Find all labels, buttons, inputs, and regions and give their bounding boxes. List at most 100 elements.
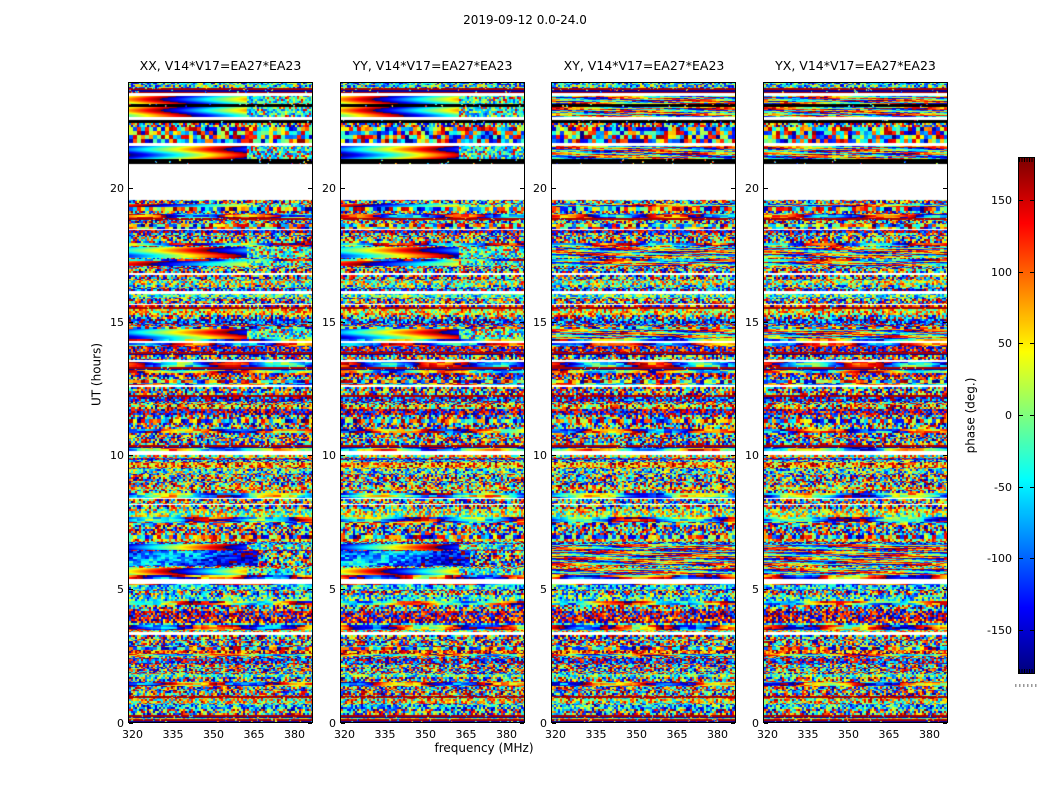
x-tick-label: 350	[203, 728, 224, 741]
y-tick-mark	[520, 188, 524, 190]
colorbar-tick-mark	[1019, 200, 1023, 202]
y-tick-mark	[943, 455, 947, 457]
x-tick-label: 335	[162, 728, 184, 741]
y-tick-mark	[731, 188, 735, 190]
y-tick-mark	[552, 188, 556, 190]
y-tick-mark	[308, 188, 312, 190]
colorbar-underflow-dots	[1015, 684, 1039, 687]
y-tick-mark	[520, 455, 524, 457]
colorbar-end-hatch-bottom	[1019, 669, 1034, 673]
y-tick-label: 20	[745, 182, 759, 196]
y-tick-mark	[129, 455, 133, 457]
colorbar-tick-mark	[1019, 558, 1023, 560]
heatmap-xx	[129, 83, 312, 722]
x-tick-label: 365	[878, 728, 900, 741]
y-tick-label: 15	[745, 315, 759, 329]
y-tick-mark	[731, 321, 735, 323]
colorbar-tick-mark	[1019, 415, 1023, 416]
x-tick-label: 335	[374, 728, 396, 741]
y-tick-label: 20	[533, 182, 547, 196]
y-tick-mark	[520, 722, 524, 724]
colorbar-tick-mark	[1019, 486, 1023, 488]
y-tick-mark	[943, 722, 947, 724]
panel-xy	[551, 82, 736, 723]
panel-title-yy: YY, V14*V17=EA27*EA23	[352, 58, 513, 73]
colorbar	[1018, 157, 1035, 674]
y-tick-mark	[764, 321, 768, 323]
heatmap-xy	[552, 83, 735, 722]
y-tick-mark	[731, 722, 735, 724]
colorbar-tick-mark	[1029, 558, 1034, 560]
x-tick-label: 350	[415, 728, 436, 741]
panel-title-yx: YX, V14*V17=EA27*EA23	[775, 58, 936, 73]
x-tick-label: 380	[707, 728, 728, 741]
x-axis-label: frequency (MHz)	[434, 741, 534, 755]
panel-title-xx: XX, V14*V17=EA27*EA23	[139, 58, 302, 73]
y-tick-label: 10	[533, 449, 547, 463]
y-tick-mark	[552, 722, 556, 724]
colorbar-tick-label: 100	[991, 265, 1012, 279]
colorbar-tick-mark	[1029, 486, 1034, 488]
y-tick-label: 0	[752, 716, 759, 730]
y-tick-mark	[764, 722, 768, 724]
heatmap-yy	[341, 83, 524, 722]
y-tick-mark	[943, 588, 947, 590]
colorbar-tick-mark	[1029, 200, 1034, 202]
colorbar-tick-mark	[1029, 343, 1034, 345]
y-tick-mark	[341, 188, 345, 190]
y-tick-mark	[520, 588, 524, 590]
y-tick-mark	[731, 588, 735, 590]
y-tick-mark	[943, 321, 947, 323]
x-tick-label: 380	[284, 728, 305, 741]
y-tick-label: 10	[322, 449, 336, 463]
panel-yx	[763, 82, 948, 723]
panel-yy	[340, 82, 525, 723]
y-tick-label: 15	[533, 315, 547, 329]
x-tick-label: 380	[496, 728, 517, 741]
x-tick-label: 350	[838, 728, 859, 741]
x-tick-label: 350	[626, 728, 647, 741]
figure-title: 2019-09-12 0.0-24.0	[463, 13, 587, 27]
y-tick-mark	[129, 188, 133, 190]
colorbar-gradient	[1019, 158, 1034, 673]
y-tick-mark	[764, 188, 768, 190]
colorbar-tick-label: 50	[998, 337, 1012, 351]
colorbar-tick-mark	[1029, 415, 1034, 416]
colorbar-tick-label: 0	[1005, 409, 1012, 422]
y-tick-label: 20	[322, 182, 336, 196]
y-tick-mark	[341, 722, 345, 724]
y-tick-label: 5	[752, 582, 759, 596]
y-tick-label: 20	[110, 182, 124, 196]
x-tick-label: 335	[797, 728, 819, 741]
x-tick-label: 335	[585, 728, 607, 741]
colorbar-tick-mark	[1019, 343, 1023, 345]
y-tick-label: 5	[117, 582, 124, 596]
y-tick-mark	[552, 455, 556, 457]
y-tick-label: 0	[540, 716, 547, 730]
heatmap-yx	[764, 83, 947, 722]
x-tick-label: 365	[243, 728, 265, 741]
y-tick-mark	[520, 321, 524, 323]
y-tick-label: 0	[329, 716, 336, 730]
panel-xx	[128, 82, 313, 723]
y-tick-mark	[129, 722, 133, 724]
x-tick-label: 365	[666, 728, 688, 741]
x-tick-label: 320	[122, 728, 143, 741]
y-tick-mark	[341, 455, 345, 457]
colorbar-tick-label: -100	[987, 552, 1012, 566]
y-tick-label: 5	[329, 582, 336, 596]
y-tick-mark	[308, 722, 312, 724]
x-tick-label: 365	[455, 728, 477, 741]
y-tick-label: 0	[117, 716, 124, 730]
panel-title-xy: XY, V14*V17=EA27*EA23	[563, 58, 725, 73]
y-tick-mark	[552, 321, 556, 323]
colorbar-tick-label: -50	[994, 480, 1012, 494]
y-tick-label: 15	[110, 315, 124, 329]
colorbar-tick-mark	[1019, 629, 1023, 631]
y-tick-label: 10	[745, 449, 759, 463]
y-tick-label: 15	[322, 315, 336, 329]
y-tick-mark	[764, 588, 768, 590]
x-tick-label: 380	[919, 728, 940, 741]
colorbar-tick-mark	[1019, 271, 1023, 273]
y-tick-mark	[764, 455, 768, 457]
